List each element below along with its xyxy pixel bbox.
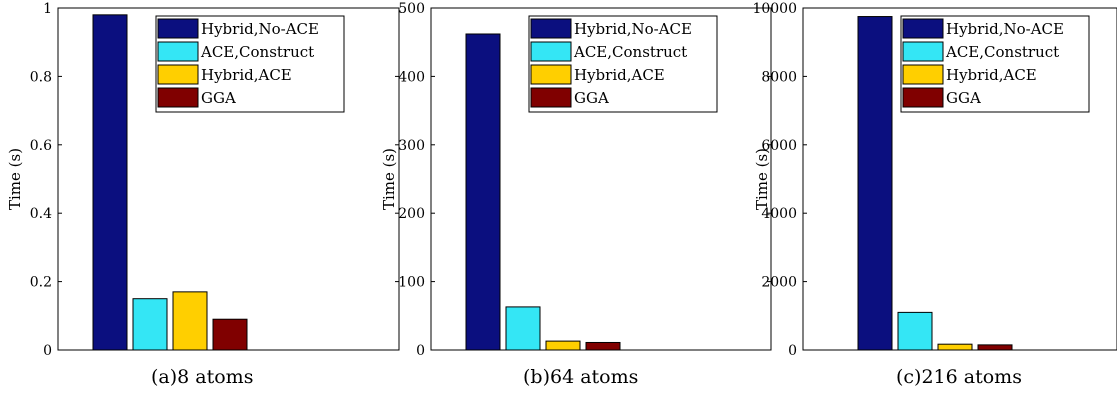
caption-a: (a)8 atoms: [151, 366, 254, 388]
bar: [585, 341, 621, 351]
legend-swatch: [157, 41, 199, 62]
chart-panel-0: 0 0.2 0.4 0.6 0.8 1 Time (s) Hybrid,No-ACE ACE,C…: [6, 1, 400, 359]
bar: [857, 16, 893, 351]
legend-swatch: [902, 64, 944, 85]
legend-label: Hybrid,No-ACE: [574, 20, 692, 38]
legend-swatch: [157, 87, 199, 108]
legend-label: Hybrid,No-ACE: [201, 20, 319, 38]
bar: [172, 291, 208, 351]
bar: [505, 306, 541, 351]
y-tick-label: 2000: [761, 275, 797, 291]
y-tick-label: 0.2: [30, 275, 52, 291]
legend-label: ACE,Construct: [573, 43, 687, 61]
bar: [132, 298, 168, 351]
legend-label: GGA: [574, 89, 609, 107]
y-tick-label: 200: [398, 206, 425, 222]
y-tick-label: 300: [398, 138, 425, 154]
legend-swatch: [157, 64, 199, 85]
y-tick-label: 4000: [761, 206, 797, 222]
bar: [92, 14, 128, 351]
y-tick-label: 6000: [761, 138, 797, 154]
bar: [937, 343, 973, 351]
bar: [897, 311, 933, 351]
y-tick-label: 0.6: [30, 138, 52, 154]
bar: [465, 33, 501, 351]
y-tick-label: 500: [398, 1, 425, 17]
axes-frame: [57, 7, 400, 351]
y-tick-label: 0.4: [30, 206, 52, 222]
y-tick-label: 10000: [752, 1, 797, 17]
caption-c: (c)216 atoms: [896, 366, 1022, 388]
legend-label: Hybrid,ACE: [574, 66, 665, 84]
axes-frame: [430, 7, 772, 351]
legend-label: Hybrid,No-ACE: [946, 20, 1064, 38]
legend-label: GGA: [201, 89, 236, 107]
bar: [545, 340, 581, 351]
y-tick-label: 0.8: [30, 69, 52, 85]
y-tick-label: 0: [788, 343, 797, 359]
legend-swatch: [902, 87, 944, 108]
y-axis-label: Time (s): [6, 148, 24, 210]
legend-swatch: [902, 41, 944, 62]
legend-label: Hybrid,ACE: [946, 66, 1037, 84]
y-tick-label: 0: [43, 343, 52, 359]
legend-swatch: [530, 64, 572, 85]
y-axis-label: Time (s): [380, 148, 398, 210]
legend-swatch: [530, 18, 572, 39]
bar: [977, 344, 1013, 351]
axes-frame: [802, 7, 1117, 351]
chart-panel-2: 0 2000 4000 6000 8000 10000 Time (s) Hybrid,No-…: [752, 1, 1117, 359]
legend-swatch: [902, 18, 944, 39]
y-tick-label: 0: [416, 343, 425, 359]
y-tick-label: 100: [398, 275, 425, 291]
legend-swatch: [530, 41, 572, 62]
legend-label: ACE,Construct: [945, 43, 1059, 61]
legend-swatch: [157, 18, 199, 39]
y-tick-label: 8000: [761, 69, 797, 85]
legend-label: Hybrid,ACE: [201, 66, 292, 84]
legend-swatch: [530, 87, 572, 108]
legend-label: GGA: [946, 89, 981, 107]
legend: Hybrid,No-ACE ACE,Construct Hybrid,ACE GGA: [155, 15, 345, 113]
caption-b: (b)64 atoms: [523, 366, 639, 388]
y-tick-label: 400: [398, 69, 425, 85]
chart-panel-1: 0 100 200 300 400 500 Time (s) Hybrid,No-ACE ACE…: [380, 1, 772, 359]
legend-label: ACE,Construct: [200, 43, 314, 61]
legend: Hybrid,No-ACE ACE,Construct Hybrid,ACE GGA: [528, 15, 718, 113]
y-tick-label: 1: [43, 1, 52, 17]
y-axis-label: Time (s): [753, 148, 771, 210]
bar: [212, 318, 248, 351]
legend: Hybrid,No-ACE ACE,Construct Hybrid,ACE GGA: [900, 15, 1090, 113]
